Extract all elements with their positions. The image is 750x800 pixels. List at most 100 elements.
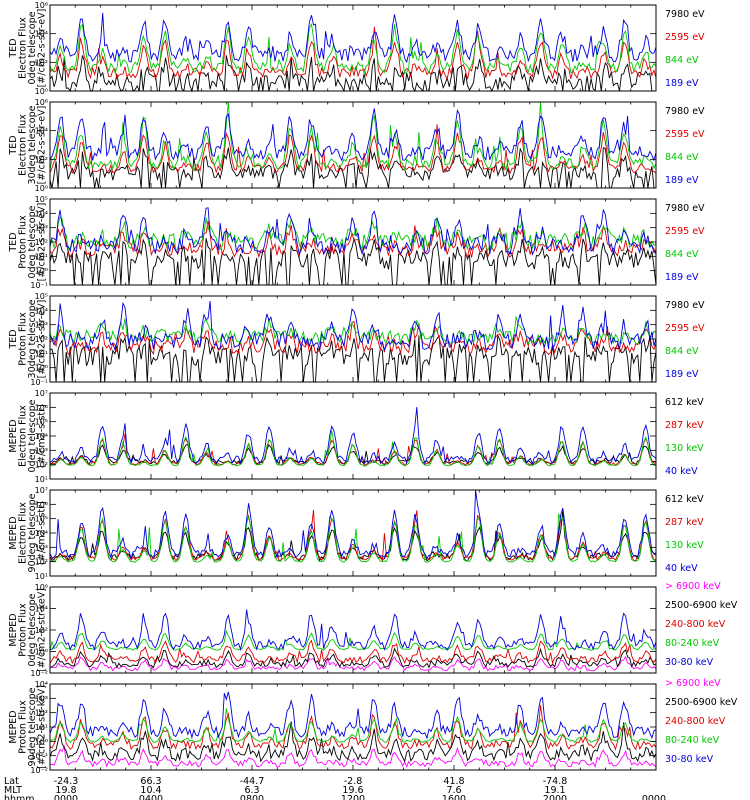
- y-axis-label: TEDProton Flux0deg telescope[#/cm2-s-str…: [8, 203, 48, 282]
- y-axis-label-line: [#/cm2-s-str-keV]: [37, 685, 48, 769]
- y-axis-label-line: [#/cm2-s-str-eV]: [37, 106, 48, 185]
- x-axis-hhmm-value: 0800: [240, 794, 264, 800]
- y-axis-label-line: 0deg telescope: [27, 593, 38, 666]
- series-line-4: [49, 489, 657, 560]
- series-line-4: [49, 108, 657, 162]
- channel-legend-label: 2595 eV: [665, 226, 705, 237]
- y-tick-label: 10²: [35, 155, 48, 164]
- y-tick-label: 10⁶: [35, 500, 48, 509]
- channel-legend-label: 2595 eV: [665, 129, 705, 140]
- y-axis-label-line: Electron Flux: [18, 114, 29, 176]
- channel-legend-label: 130 keV: [665, 443, 704, 454]
- y-tick-label: 10⁵: [35, 292, 48, 301]
- y-axis-label-line: 90deg telescope: [27, 687, 38, 766]
- channel-legend-label: 612 keV: [665, 494, 704, 505]
- x-axis-lat-value: -74.8: [543, 776, 568, 787]
- y-axis-label-line: [#/cm2-s-str-eV]: [37, 9, 48, 88]
- y-tick-label: 10⁰: [35, 648, 48, 657]
- y-tick-label: 10⁰: [35, 737, 48, 746]
- series-line-3: [49, 513, 657, 563]
- x-axis-hhmm-value: 0000: [54, 794, 78, 800]
- x-axis-mlt-value: 7.6: [446, 785, 461, 796]
- y-axis-label-line: TED: [8, 232, 19, 252]
- series-line-2: [49, 721, 657, 763]
- y-tick-label: 10³: [35, 224, 48, 233]
- channel-legend-label: 2595 eV: [665, 323, 705, 334]
- y-tick-label: 10⁻²: [30, 669, 48, 678]
- series-line-3: [49, 639, 657, 665]
- channel-legend-label: 612 keV: [665, 397, 704, 408]
- channel-legend-label: 80-240 keV: [665, 638, 720, 649]
- y-axis-label-line: MEPED: [8, 419, 19, 452]
- series-line-3: [49, 216, 657, 252]
- series-line-5: [49, 691, 657, 740]
- y-axis-label: MEPEDElectron Flux90deg telescope[#/cm2-…: [8, 493, 48, 572]
- y-tick-label: 10²: [35, 558, 48, 567]
- channel-legend-label: 240-800 keV: [665, 619, 726, 630]
- y-axis-label-line: Proton Flux: [18, 603, 29, 657]
- series-line-4: [49, 207, 657, 256]
- y-tick-label: 10⁶: [35, 403, 48, 412]
- y-axis-label-line: [#/cm2-s-str-eV]: [37, 203, 48, 282]
- y-tick-label: 10²: [35, 626, 48, 635]
- y-axis-label-line: [#/cm2-s-str-eV]: [37, 300, 48, 379]
- x-axis-row-label: hhmm: [4, 794, 35, 800]
- series-line-2: [49, 26, 657, 81]
- y-axis-label-line: 0deg telescope: [27, 11, 38, 84]
- y-tick-label: 10⁻¹: [30, 752, 48, 761]
- y-tick-label: 10⁰: [35, 184, 48, 193]
- series-line-3: [49, 430, 657, 467]
- y-tick-label: 10⁰: [35, 364, 48, 373]
- series-line-1: [49, 443, 657, 466]
- x-axis-hhmm-value: 0000: [642, 794, 666, 800]
- y-tick-label: 10⁰: [35, 267, 48, 276]
- y-axis-label-line: 30deg telescope: [27, 299, 38, 378]
- channel-legend-label: 844 eV: [665, 55, 699, 66]
- x-axis-lat-value: 66.3: [140, 776, 161, 787]
- y-axis-label-line: MEPED: [8, 613, 19, 646]
- y-tick-label: 10³: [35, 543, 48, 552]
- y-axis-label-line: [#/cm2-s-str]: [37, 404, 48, 467]
- channel-legend-label: 2500-6900 keV: [665, 600, 738, 611]
- y-axis-label-line: Proton Flux: [18, 215, 29, 269]
- y-tick-label: 10²: [35, 58, 48, 67]
- y-tick-label: 10¹: [35, 723, 48, 732]
- series-line-2: [49, 321, 657, 356]
- channel-legend-label: 130 keV: [665, 540, 704, 551]
- channel-legend-label: 40 keV: [665, 563, 698, 574]
- y-tick-label: 10⁴: [35, 127, 48, 136]
- channel-legend-label: 844 eV: [665, 249, 699, 260]
- y-tick-label: 10²: [35, 238, 48, 247]
- y-axis-label-line: Electron Flux: [18, 17, 29, 79]
- x-axis-hhmm-value: 2000: [543, 794, 567, 800]
- channel-legend-label: 7980 eV: [665, 203, 705, 214]
- y-axis-label-line: Electron Flux: [18, 405, 29, 467]
- y-tick-label: 10⁶: [35, 583, 48, 592]
- channel-legend-label: 30-80 keV: [665, 657, 714, 668]
- y-axis-label-line: [#/cm2-s-str]: [37, 501, 48, 564]
- y-tick-label: 10⁶: [35, 98, 48, 107]
- y-axis-label-line: [#/cm2-s-str-keV]: [37, 588, 48, 672]
- y-tick-label: 10⁷: [35, 486, 48, 495]
- x-axis-row-label: Lat: [4, 776, 19, 787]
- y-axis-label-line: TED: [8, 135, 19, 155]
- y-tick-label: 10²: [35, 335, 48, 344]
- x-axis-lat-value: 41.8: [443, 776, 464, 787]
- series-line-3: [49, 101, 657, 172]
- y-axis-label: MEPEDElectron Flux0deg telescope[#/cm2-s…: [8, 399, 48, 472]
- y-tick-label: 10¹: [35, 349, 48, 358]
- y-axis-label-line: TED: [8, 329, 19, 349]
- series-line-3: [49, 705, 657, 751]
- y-tick-label: 10²: [35, 709, 48, 718]
- channel-legend-label: 80-240 keV: [665, 735, 720, 746]
- x-axis-mlt-value: 19.8: [55, 785, 76, 796]
- y-axis-label-line: 90deg telescope: [27, 493, 38, 572]
- channel-legend-label: 844 eV: [665, 346, 699, 357]
